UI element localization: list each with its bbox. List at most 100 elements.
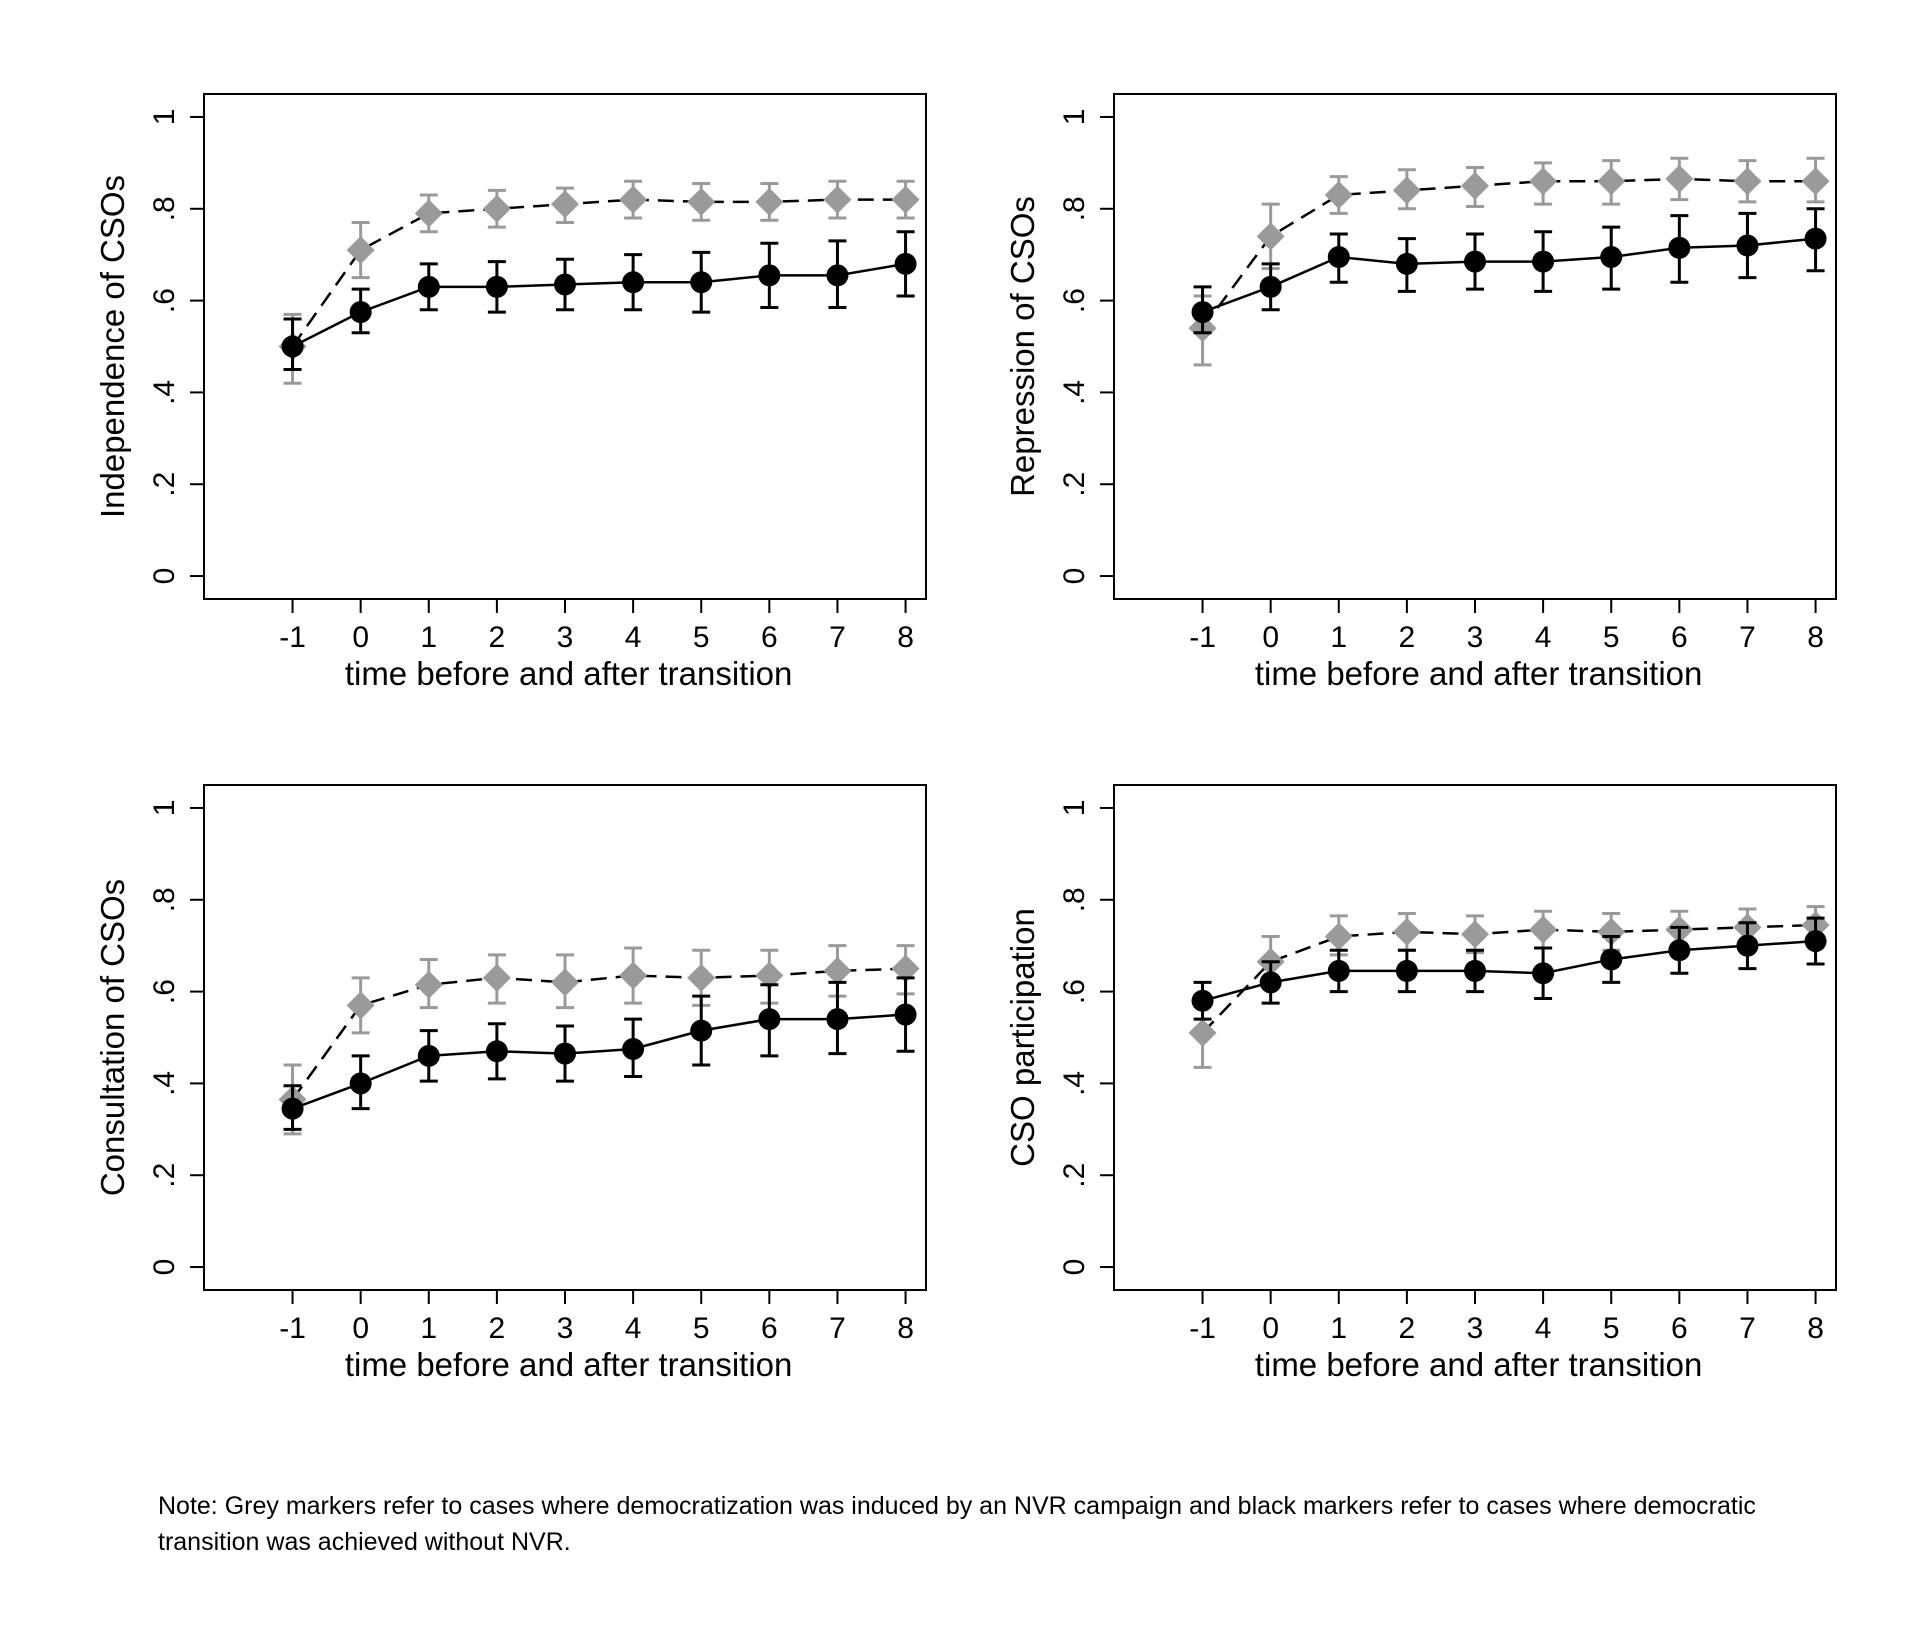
y-tick-label: 0	[1058, 1259, 1091, 1276]
chart-panel-3: 0 .2 .4 .6 .8 1 -1 0 1 2 3 4 5 6 7 8 time before and aft…	[94, 784, 927, 1383]
x-tick-label: 0	[352, 1312, 369, 1345]
x-tick-label: 7	[1739, 621, 1756, 654]
y-tick-label: .4	[1058, 1071, 1091, 1096]
x-tick-label: -1	[1189, 621, 1216, 654]
y-tick-label: .4	[148, 1071, 181, 1096]
data-point-diamond	[1529, 167, 1558, 196]
x-tick-label: 8	[897, 1312, 914, 1345]
data-point-circle	[1532, 962, 1555, 985]
x-tick-label: 7	[1739, 1312, 1756, 1345]
x-tick-label: 0	[1262, 1312, 1279, 1345]
y-tick-label: .6	[148, 288, 181, 313]
plot-frame	[1113, 784, 1837, 1291]
series-black	[281, 230, 917, 371]
data-point-circle	[894, 252, 917, 275]
data-point-diamond	[755, 187, 784, 216]
data-point-diamond	[891, 185, 920, 214]
x-tick-label: 6	[1671, 1312, 1688, 1345]
x-tick-label: 5	[1603, 621, 1620, 654]
x-tick-label: -1	[279, 621, 306, 654]
data-point-diamond	[1733, 167, 1762, 196]
data-point-circle	[554, 273, 576, 296]
data-point-diamond	[1597, 917, 1626, 946]
series-grey	[1188, 905, 1830, 1069]
data-point-circle	[826, 1008, 849, 1031]
x-tick-label: 1	[420, 621, 437, 654]
x-tick-label: 3	[557, 621, 574, 654]
data-point-circle	[417, 275, 440, 298]
data-point-diamond	[482, 194, 511, 223]
x-tick-label: 3	[1467, 1312, 1484, 1345]
data-point-circle	[1395, 959, 1418, 982]
data-point-circle	[1464, 959, 1486, 982]
data-point-circle	[485, 275, 508, 298]
data-point-diamond	[346, 236, 375, 265]
series-grey	[1188, 156, 1830, 367]
data-point-circle	[690, 1019, 713, 1042]
series-line-grey	[1201, 177, 1816, 329]
data-point-diamond	[1324, 181, 1353, 209]
data-point-circle	[1532, 250, 1555, 273]
data-point-circle	[1259, 971, 1282, 994]
data-point-circle	[758, 264, 781, 287]
y-tick-label: .6	[148, 979, 181, 1004]
y-tick-label: 0	[1058, 568, 1091, 585]
data-point-circle	[1804, 227, 1827, 250]
y-axis-title: Consultation of CSOs	[94, 879, 131, 1196]
y-tick-label: .2	[1058, 472, 1091, 497]
figure-note: Note: Grey markers refer to cases where …	[158, 1492, 1756, 1556]
x-tick-label: 1	[1330, 621, 1347, 654]
series-grey	[278, 944, 920, 1136]
data-point-diamond	[1392, 917, 1421, 946]
data-point-circle	[1600, 245, 1623, 268]
data-point-diamond	[1801, 167, 1830, 196]
data-point-circle	[1191, 301, 1214, 324]
data-point-circle	[622, 271, 645, 294]
data-point-diamond	[619, 961, 648, 990]
series-black	[281, 976, 917, 1131]
x-tick-label: 4	[625, 621, 642, 654]
x-tick-label: 2	[1399, 1312, 1416, 1345]
y-axis-title: Repression of CSOs	[1004, 196, 1041, 497]
x-tick-label: -1	[279, 1312, 306, 1345]
series-black	[1191, 916, 1827, 1021]
data-point-diamond	[1461, 920, 1489, 949]
x-tick-label: 0	[352, 621, 369, 654]
series-line-black	[291, 262, 906, 348]
data-point-circle	[1668, 236, 1691, 259]
data-point-diamond	[551, 190, 579, 219]
series-line-black	[1202, 939, 1816, 1002]
x-tick-label: 3	[557, 1312, 574, 1345]
data-point-circle	[281, 335, 304, 358]
data-point-diamond	[687, 963, 716, 992]
y-axis-title: Independence of CSOs	[94, 175, 131, 518]
data-point-circle	[1395, 252, 1418, 275]
x-axis-title: time before and after transition	[345, 1346, 793, 1383]
data-point-diamond	[891, 954, 920, 983]
data-point-circle	[1259, 275, 1282, 298]
y-tick-label: 0	[148, 1259, 181, 1276]
series-line-black	[1202, 237, 1816, 314]
data-point-circle	[417, 1044, 440, 1067]
y-tick-label: 1	[148, 109, 181, 126]
data-point-circle	[1736, 234, 1759, 257]
x-tick-label: 3	[1467, 621, 1484, 654]
x-tick-label: 4	[1535, 1312, 1552, 1345]
data-point-diamond	[1392, 176, 1421, 205]
data-point-diamond	[1256, 222, 1285, 251]
x-tick-label: 5	[1603, 1312, 1620, 1345]
y-axis-title: CSO participation	[1004, 908, 1041, 1167]
series-line-grey	[291, 967, 906, 1101]
data-point-circle	[1804, 930, 1827, 953]
data-point-diamond	[1461, 171, 1489, 200]
x-axis-title: time before and after transition	[1255, 1346, 1703, 1383]
x-axis-title: time before and after transition	[345, 655, 793, 692]
x-tick-label: 1	[420, 1312, 437, 1345]
x-tick-label: 7	[829, 621, 846, 654]
data-point-circle	[281, 1097, 304, 1120]
y-tick-label: .2	[1058, 1163, 1091, 1188]
data-point-circle	[1327, 959, 1350, 982]
x-tick-label: 5	[693, 1312, 710, 1345]
chart-panel-4: 0 .2 .4 .6 .8 1 -1 0 1 2 3 4 5 6 7 8 time before and aft…	[1004, 784, 1837, 1383]
x-tick-label: 2	[1399, 621, 1416, 654]
